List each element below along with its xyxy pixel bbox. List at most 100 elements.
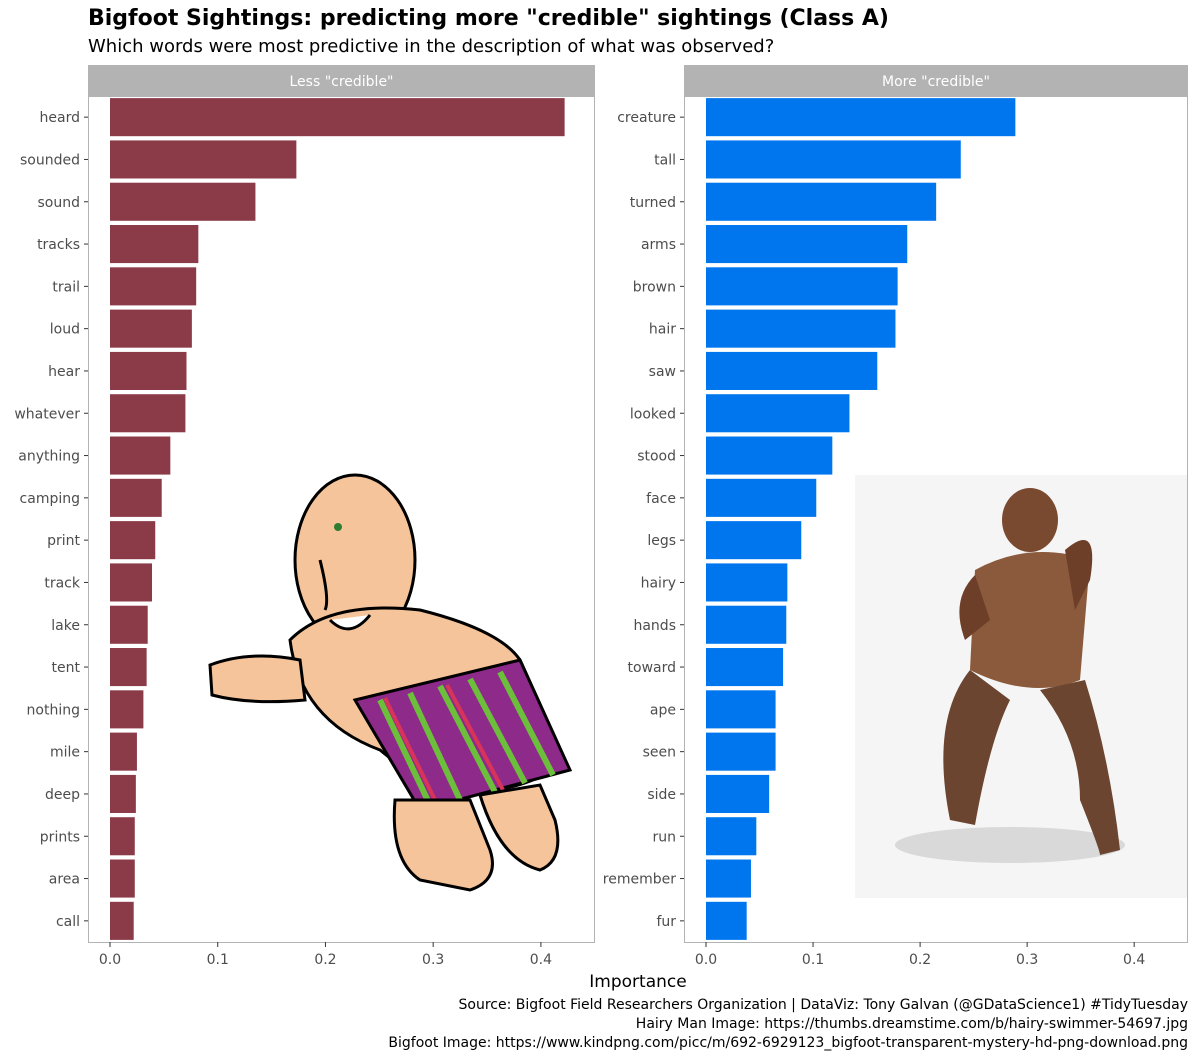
bar-creature	[706, 98, 1016, 137]
x-axis-label: Importance	[589, 972, 687, 992]
category-label: deep	[45, 787, 80, 803]
hairy-swimmer-illustration	[208, 473, 573, 892]
category-label: face	[646, 491, 676, 507]
category-label: whatever	[14, 406, 80, 422]
category-label: sound	[38, 195, 81, 211]
caption-bigfoot: Bigfoot Image: https://www.kindpng.com/p…	[388, 1035, 1188, 1051]
bar-area	[110, 859, 135, 898]
bar-tall	[706, 140, 961, 179]
bar-anything	[110, 436, 171, 475]
bar-nothing	[110, 690, 144, 729]
category-label: creature	[617, 110, 676, 126]
x-tick-label: 0.4	[1123, 952, 1145, 968]
bar-remember	[706, 859, 751, 898]
category-label: camping	[20, 491, 80, 507]
bar-deep	[110, 774, 136, 813]
bar-whatever	[110, 394, 186, 433]
bar-camping	[110, 478, 162, 517]
bar-brown	[706, 267, 898, 306]
facet-strip	[684, 65, 1188, 96]
bar-loud	[110, 309, 192, 348]
category-label: track	[44, 575, 81, 591]
bar-prints	[110, 817, 135, 856]
facet-strip	[88, 65, 595, 96]
bar-hear	[110, 351, 187, 390]
caption-hairy-man: Hairy Man Image: https://thumbs.dreamsti…	[635, 1016, 1188, 1032]
category-label: brown	[633, 279, 676, 295]
category-label: toward	[628, 660, 676, 676]
category-label: hairy	[641, 575, 676, 591]
category-label: fur	[656, 914, 676, 930]
bar-call	[110, 901, 134, 940]
category-label: hear	[48, 364, 80, 380]
category-label: stood	[637, 449, 676, 465]
bar-looked	[706, 394, 850, 433]
bar-seen	[706, 732, 776, 771]
x-tick-label: 0.2	[909, 952, 931, 968]
bar-saw	[706, 351, 878, 390]
category-label: side	[647, 787, 676, 803]
category-label: turned	[630, 195, 676, 211]
category-label: tall	[654, 152, 676, 168]
x-tick-label: 0.4	[530, 952, 552, 968]
bar-side	[706, 774, 770, 813]
bar-print	[110, 521, 156, 560]
bar-turned	[706, 182, 937, 221]
x-tick-label: 0.3	[422, 952, 444, 968]
category-label: trail	[52, 279, 80, 295]
bar-mile	[110, 732, 137, 771]
category-label: anything	[18, 449, 80, 465]
category-label: hair	[649, 322, 676, 338]
category-label: lake	[51, 618, 80, 634]
bar-toward	[706, 648, 784, 687]
bar-ape	[706, 690, 776, 729]
category-label: run	[652, 829, 676, 845]
panel-border	[684, 96, 1188, 943]
category-label: mile	[50, 745, 80, 761]
bar-legs	[706, 521, 802, 560]
bar-arms	[706, 225, 908, 264]
category-label: area	[49, 872, 80, 888]
category-label: hands	[633, 618, 676, 634]
bar-hair	[706, 309, 896, 348]
bigfoot-illustration	[855, 475, 1187, 898]
x-tick-label: 0.2	[314, 952, 336, 968]
bar-lake	[110, 605, 148, 644]
category-label: nothing	[27, 702, 80, 718]
category-label: remember	[603, 872, 676, 888]
facet-strip-label: More "credible"	[882, 74, 990, 90]
category-label: heard	[40, 110, 80, 126]
chart-subtitle: Which words were most predictive in the …	[88, 36, 775, 57]
bar-trail	[110, 267, 197, 306]
category-label: prints	[40, 829, 80, 845]
category-label: looked	[630, 406, 676, 422]
category-label: arms	[641, 237, 676, 253]
x-tick-label: 0.1	[207, 952, 229, 968]
bar-fur	[706, 901, 747, 940]
category-label: ape	[650, 702, 676, 718]
bar-hairy	[706, 563, 788, 602]
category-label: saw	[649, 364, 676, 380]
bar-heard	[110, 98, 565, 137]
caption-source: Source: Bigfoot Field Researchers Organi…	[458, 997, 1189, 1013]
x-tick-label: 0.3	[1016, 952, 1038, 968]
category-label: tent	[52, 660, 81, 676]
facet-strip-label: Less "credible"	[289, 74, 393, 90]
category-label: tracks	[37, 237, 80, 253]
bar-tent	[110, 648, 147, 687]
bar-face	[706, 478, 817, 517]
category-label: seen	[643, 745, 676, 761]
x-tick-label: 0.1	[802, 952, 824, 968]
bar-hands	[706, 605, 787, 644]
x-tick-label: 0.0	[695, 952, 717, 968]
bar-sound	[110, 182, 256, 221]
x-tick-label: 0.0	[99, 952, 121, 968]
bar-track	[110, 563, 153, 602]
panel-border	[88, 96, 595, 943]
bar-stood	[706, 436, 833, 475]
category-label: loud	[50, 322, 80, 338]
bar-tracks	[110, 225, 199, 264]
bar-sounded	[110, 140, 297, 179]
category-label: print	[47, 533, 80, 549]
